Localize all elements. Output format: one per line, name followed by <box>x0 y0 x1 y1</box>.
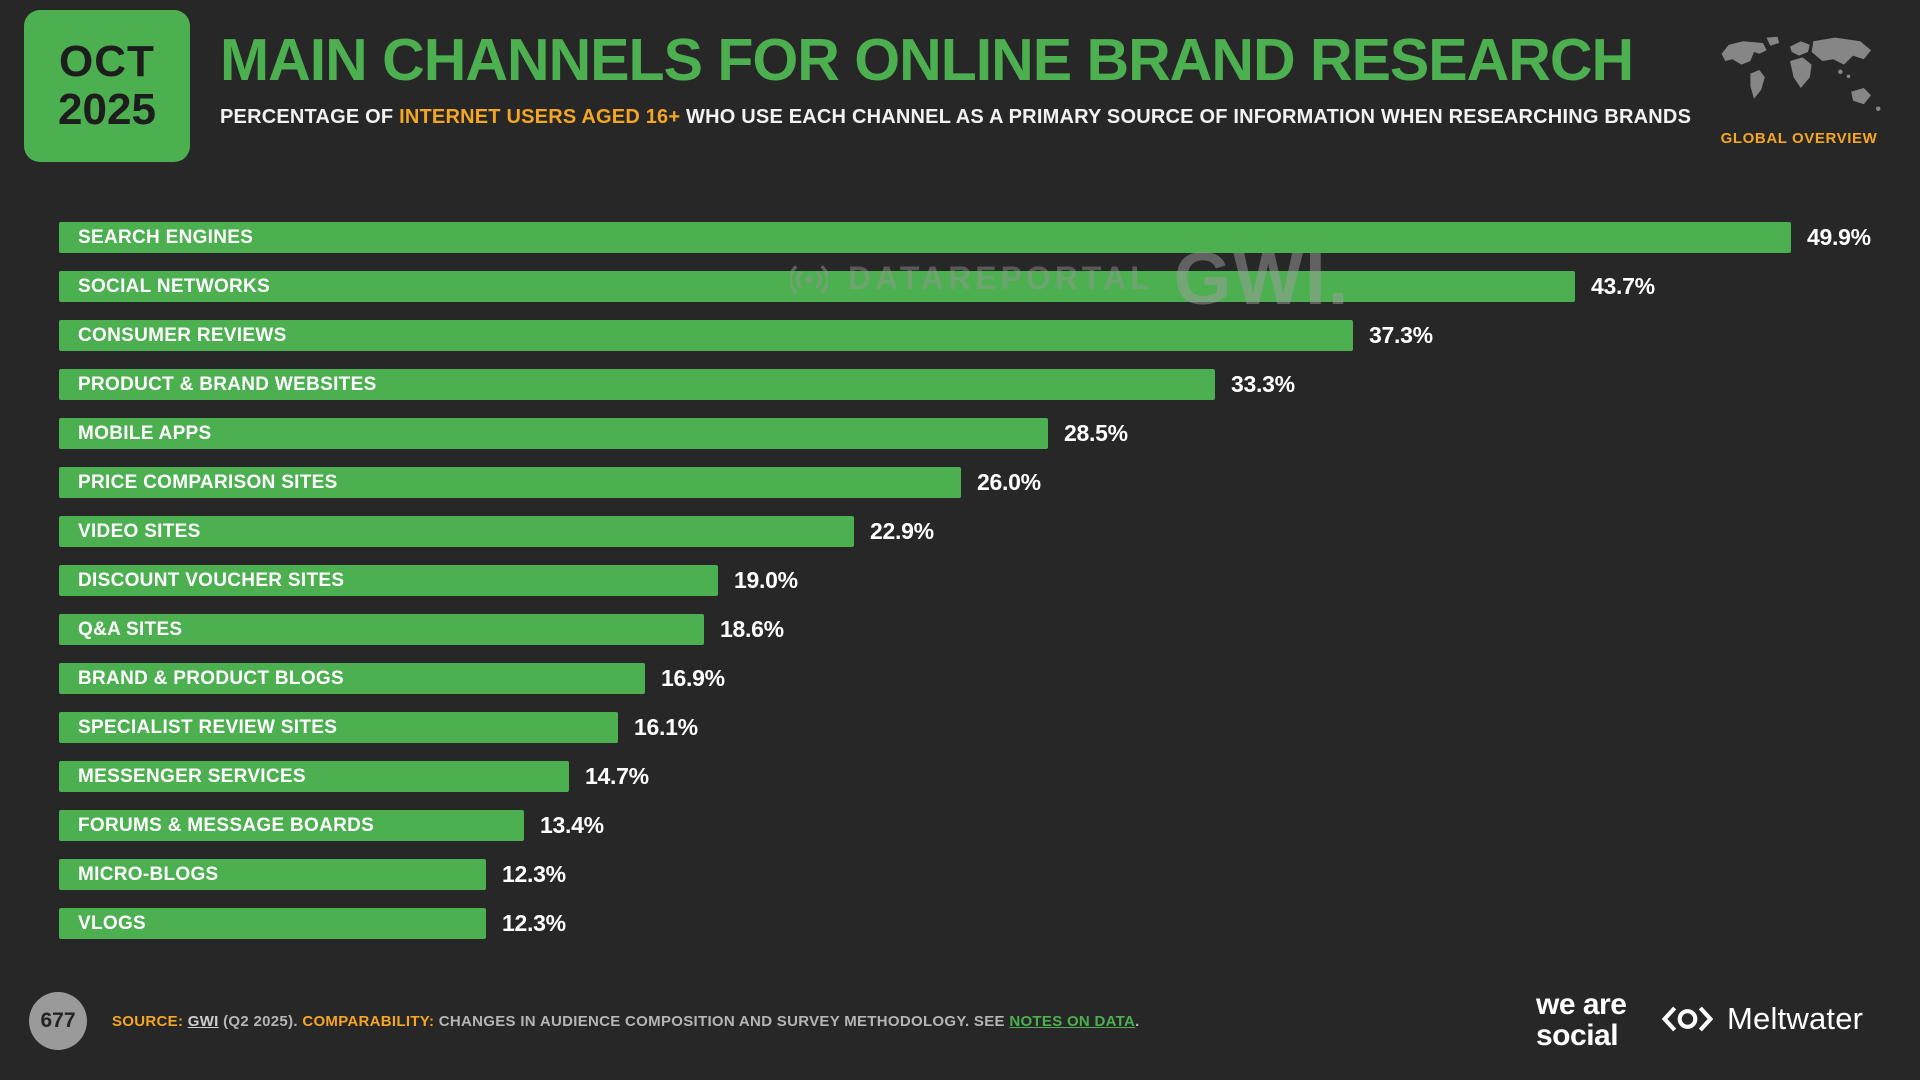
subtitle-prefix: PERCENTAGE OF <box>220 106 400 128</box>
bar-category-label: MOBILE APPS <box>78 422 212 444</box>
bar-value-label: 16.1% <box>634 714 698 740</box>
source-label: SOURCE: <box>112 1013 184 1030</box>
region-block: GLOBAL OVERVIEW <box>1704 34 1894 147</box>
bar-category-label: MESSENGER SERVICES <box>78 765 306 787</box>
bar-value-label: 19.0% <box>734 567 798 593</box>
bar-row-specialist-review-sites: SPECIALIST REVIEW SITES 16.1% <box>59 712 1871 743</box>
comparability-label: COMPARABILITY: <box>302 1013 435 1030</box>
bar-category-label: SEARCH ENGINES <box>78 226 254 248</box>
bar-row-micro-blogs: MICRO-BLOGS 12.3% <box>59 859 1871 890</box>
badge-month: OCT <box>59 37 155 87</box>
source-tail: (Q2 2025). <box>223 1013 298 1030</box>
bar-row-consumer-reviews: CONSUMER REVIEWS 37.3% <box>59 320 1871 351</box>
bar-category-label: PRICE COMPARISON SITES <box>78 471 338 493</box>
bar-row-video-sites: VIDEO SITES 22.9% <box>59 516 1871 547</box>
bar-category-label: Q&A SITES <box>78 618 183 640</box>
bar-value-label: 16.9% <box>661 665 725 691</box>
bar-value-label: 33.3% <box>1231 371 1295 397</box>
bar-category-label: DISCOUNT VOUCHER SITES <box>78 569 345 591</box>
bar-social-networks: SOCIAL NETWORKS <box>59 271 1575 302</box>
meltwater-logo: Meltwater <box>1660 1001 1863 1037</box>
we-are-social-line2: social <box>1536 1019 1619 1052</box>
bar-category-label: VIDEO SITES <box>78 520 201 542</box>
bar-specialist-review-sites: SPECIALIST REVIEW SITES <box>59 712 618 743</box>
bar-category-label: PRODUCT & BRAND WEBSITES <box>78 373 377 395</box>
source-link[interactable]: GWI <box>187 1013 219 1030</box>
bar-discount-voucher-sites: DISCOUNT VOUCHER SITES <box>59 565 718 596</box>
bar-value-label: 28.5% <box>1064 420 1128 446</box>
bar-vlogs: VLOGS <box>59 908 486 939</box>
bar-row-q-a-sites: Q&A SITES 18.6% <box>59 614 1871 645</box>
bar-video-sites: VIDEO SITES <box>59 516 854 547</box>
bar-category-label: BRAND & PRODUCT BLOGS <box>78 667 344 689</box>
subtitle: PERCENTAGE OF INTERNET USERS AGED 16+ WH… <box>220 106 1691 129</box>
bar-value-label: 18.6% <box>720 616 784 642</box>
bar-category-label: VLOGS <box>78 912 147 934</box>
subtitle-highlight: INTERNET USERS AGED 16+ <box>399 106 681 128</box>
bar-category-label: CONSUMER REVIEWS <box>78 324 287 346</box>
we-are-social-line1: we are <box>1536 988 1627 1021</box>
bar-category-label: SOCIAL NETWORKS <box>78 275 271 297</box>
bar-value-label: 43.7% <box>1591 273 1655 299</box>
bar-mobile-apps: MOBILE APPS <box>59 418 1048 449</box>
bar-value-label: 12.3% <box>502 861 566 887</box>
bar-value-label: 26.0% <box>977 469 1041 495</box>
subtitle-suffix: WHO USE EACH CHANNEL AS A PRIMARY SOURCE… <box>680 106 1692 128</box>
bar-price-comparison-sites: PRICE COMPARISON SITES <box>59 467 961 498</box>
bar-search-engines: SEARCH ENGINES <box>59 222 1791 253</box>
bar-row-product-brand-websites: PRODUCT & BRAND WEBSITES 33.3% <box>59 369 1871 400</box>
bar-forums-message-boards: FORUMS & MESSAGE BOARDS <box>59 810 524 841</box>
bar-messenger-services: MESSENGER SERVICES <box>59 761 569 792</box>
bar-row-price-comparison-sites: PRICE COMPARISON SITES 26.0% <box>59 467 1871 498</box>
we-are-social-logo: we are social <box>1536 988 1627 1052</box>
bar-chart: SEARCH ENGINES 49.9% SOCIAL NETWORKS 43.7% C… <box>59 222 1871 957</box>
bar-row-vlogs: VLOGS 12.3% <box>59 908 1871 939</box>
bar-q-a-sites: Q&A SITES <box>59 614 704 645</box>
notes-tail: . <box>1135 1013 1140 1030</box>
meltwater-icon <box>1661 1006 1714 1032</box>
comparability-text: CHANGES IN AUDIENCE COMPOSITION AND SURV… <box>438 1013 1005 1030</box>
bar-consumer-reviews: CONSUMER REVIEWS <box>59 320 1353 351</box>
title-block: MAIN CHANNELS FOR ONLINE BRAND RESEARCH … <box>220 26 1691 129</box>
bar-value-label: 13.4% <box>540 812 604 838</box>
bar-row-forums-message-boards: FORUMS & MESSAGE BOARDS 13.4% <box>59 810 1871 841</box>
bar-category-label: SPECIALIST REVIEW SITES <box>78 716 338 738</box>
bar-category-label: FORUMS & MESSAGE BOARDS <box>78 814 375 836</box>
page-number-badge: 677 <box>29 992 87 1050</box>
bar-row-discount-voucher-sites: DISCOUNT VOUCHER SITES 19.0% <box>59 565 1871 596</box>
bar-micro-blogs: MICRO-BLOGS <box>59 859 486 890</box>
bar-value-label: 12.3% <box>502 910 566 936</box>
bar-value-label: 22.9% <box>870 518 934 544</box>
bar-value-label: 14.7% <box>585 763 649 789</box>
source-line: SOURCE: GWI (Q2 2025). COMPARABILITY: CH… <box>112 1013 1140 1030</box>
bar-product-brand-websites: PRODUCT & BRAND WEBSITES <box>59 369 1215 400</box>
bar-row-social-networks: SOCIAL NETWORKS 43.7% <box>59 271 1871 302</box>
bar-row-search-engines: SEARCH ENGINES 49.9% <box>59 222 1871 253</box>
region-label: GLOBAL OVERVIEW <box>1720 130 1878 147</box>
meltwater-wordmark: Meltwater <box>1727 1001 1864 1036</box>
date-badge: OCT 2025 <box>24 10 190 162</box>
bar-row-mobile-apps: MOBILE APPS 28.5% <box>59 418 1871 449</box>
bar-brand-product-blogs: BRAND & PRODUCT BLOGS <box>59 663 645 694</box>
world-map-icon <box>1721 36 1881 111</box>
bar-category-label: MICRO-BLOGS <box>78 863 219 885</box>
bar-value-label: 37.3% <box>1369 322 1433 348</box>
bar-row-brand-product-blogs: BRAND & PRODUCT BLOGS 16.9% <box>59 663 1871 694</box>
bar-row-messenger-services: MESSENGER SERVICES 14.7% <box>59 761 1871 792</box>
notes-on-data-link[interactable]: NOTES ON DATA <box>1009 1013 1136 1030</box>
bar-value-label: 49.9% <box>1807 224 1871 250</box>
page-title: MAIN CHANNELS FOR ONLINE BRAND RESEARCH <box>220 27 1634 93</box>
badge-year: 2025 <box>58 85 156 134</box>
